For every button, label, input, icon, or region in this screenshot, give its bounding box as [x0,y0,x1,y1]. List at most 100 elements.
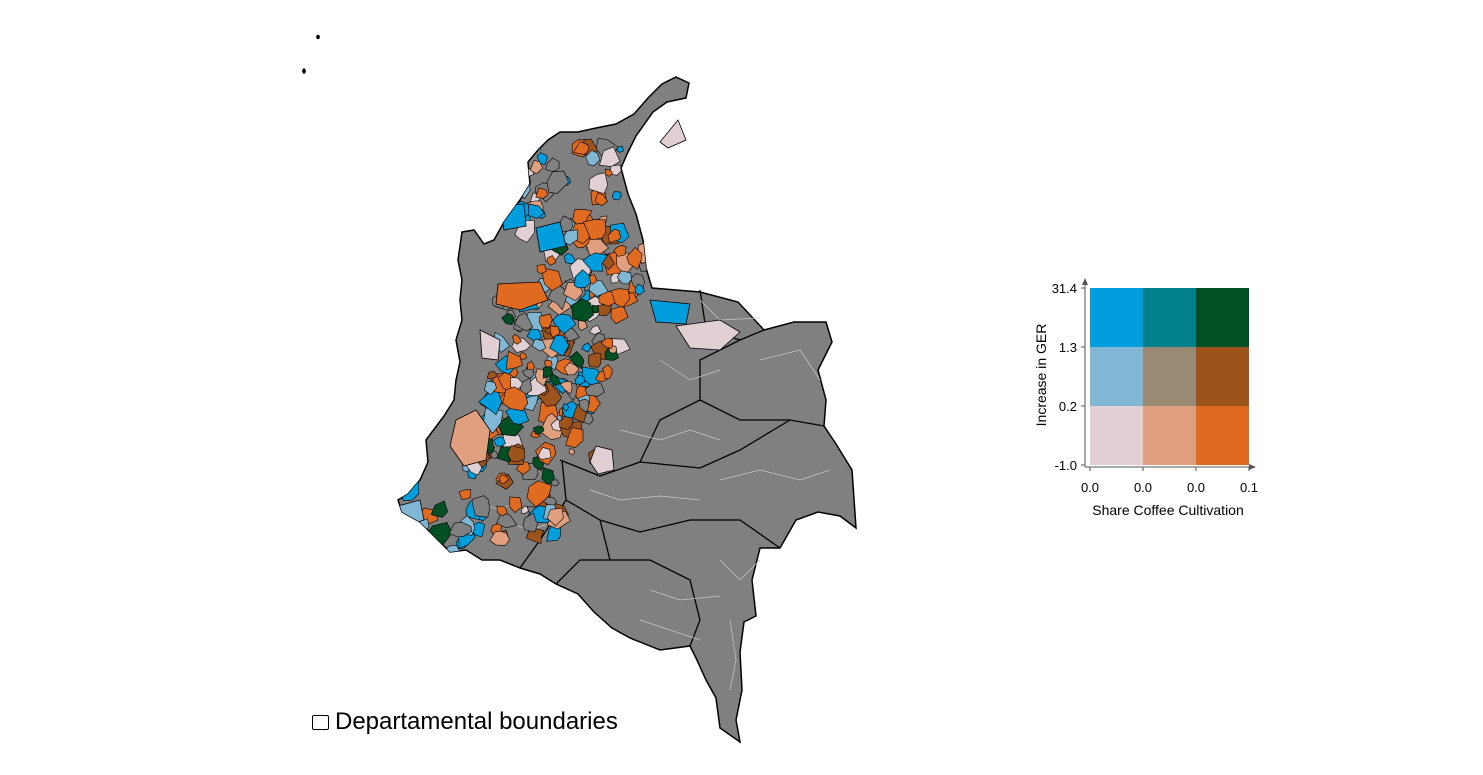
municipality [634,283,645,296]
municipality [611,190,622,201]
municipality [529,159,544,175]
departmental-boundaries-label: Departamental boundaries [335,708,618,735]
municipality [519,178,530,188]
municipality [571,298,595,323]
bivariate-cell [1090,347,1143,406]
municipality [515,461,531,475]
municipality [526,360,535,371]
municipality [546,255,557,266]
country-outline [397,76,857,744]
municipality [525,528,545,545]
x-axis-arrow-icon [1249,464,1256,470]
departmental-boundaries-legend: Departamental boundaries [312,708,618,736]
bivariate-cell [1143,347,1196,406]
municipality [594,192,609,207]
municipality [574,374,585,385]
municipality [537,447,552,460]
municipality [649,299,691,325]
municipality [544,157,560,172]
municipality [509,496,523,514]
bivariate-cell [1143,288,1196,347]
x-tick-label: 0.0 [1134,480,1152,495]
municipality [434,548,450,564]
municipality [542,365,554,379]
municipality [471,495,490,518]
municipality [581,342,592,353]
municipality [588,172,609,194]
municipality [400,475,420,502]
bivariate-cell [1090,406,1143,465]
municipality [599,146,621,167]
bivariate-grid [1090,288,1249,465]
municipality [572,141,589,155]
municipality [549,334,570,357]
municipality [588,352,602,368]
bivariate-cell [1090,288,1143,347]
municipality [501,312,515,326]
municipality [578,398,590,413]
municipality [512,333,522,345]
municipality [532,425,545,435]
municipality [604,168,613,177]
municipality [549,325,561,338]
municipality [493,436,506,447]
municipality [526,480,553,508]
x-axis-title: Share Coffee Cultivation [1092,502,1244,518]
municipality [406,543,429,562]
municipality [535,221,567,253]
municipality [565,426,584,449]
municipality [528,203,545,219]
municipality [531,338,547,352]
municipality [589,325,602,335]
y-axis-title: Increase in GER [1033,324,1049,427]
municipality [577,320,588,331]
municipality [430,500,448,518]
municipality [609,164,622,176]
municipality [546,170,570,194]
municipality [458,489,472,500]
municipality [522,512,538,533]
municipality [498,474,509,484]
municipality [448,521,472,538]
municipality [560,229,579,246]
island-providencia [302,68,306,74]
municipality [551,479,560,487]
municipality [602,364,613,379]
y-ticks [1081,287,1085,466]
municipality [535,187,549,199]
municipality [505,350,523,370]
municipality [600,337,614,349]
municipality [559,416,573,430]
x-tick-label: 0.0 [1081,480,1099,495]
bivariate-cell [1196,347,1249,406]
pink-regions [479,119,741,475]
municipality [514,312,534,332]
municipality [548,373,561,386]
bivariate-cell [1196,406,1249,465]
municipality [562,403,569,412]
municipality [518,377,533,395]
municipality [626,246,643,270]
municipality [575,385,589,399]
bivariate-cell [1196,288,1249,347]
municipality [546,507,564,527]
municipality [610,305,629,325]
municipality [489,530,510,546]
municipality [563,362,580,376]
y-tick-label: -1.0 [1055,458,1077,473]
municipality [502,386,529,412]
municipality [591,304,600,314]
x-tick-label: 0.0 [1187,480,1205,495]
municipality [539,313,553,329]
y-axis-arrow-icon [1082,278,1088,285]
municipality [613,244,627,257]
municipality [449,409,491,467]
municipality [496,505,508,517]
x-ticks [1089,467,1250,471]
municipality [569,350,585,370]
municipality [584,381,605,397]
municipality [568,448,576,456]
island-san-andres [316,34,320,40]
bivariate-cell [1143,406,1196,465]
municipality [495,511,518,529]
